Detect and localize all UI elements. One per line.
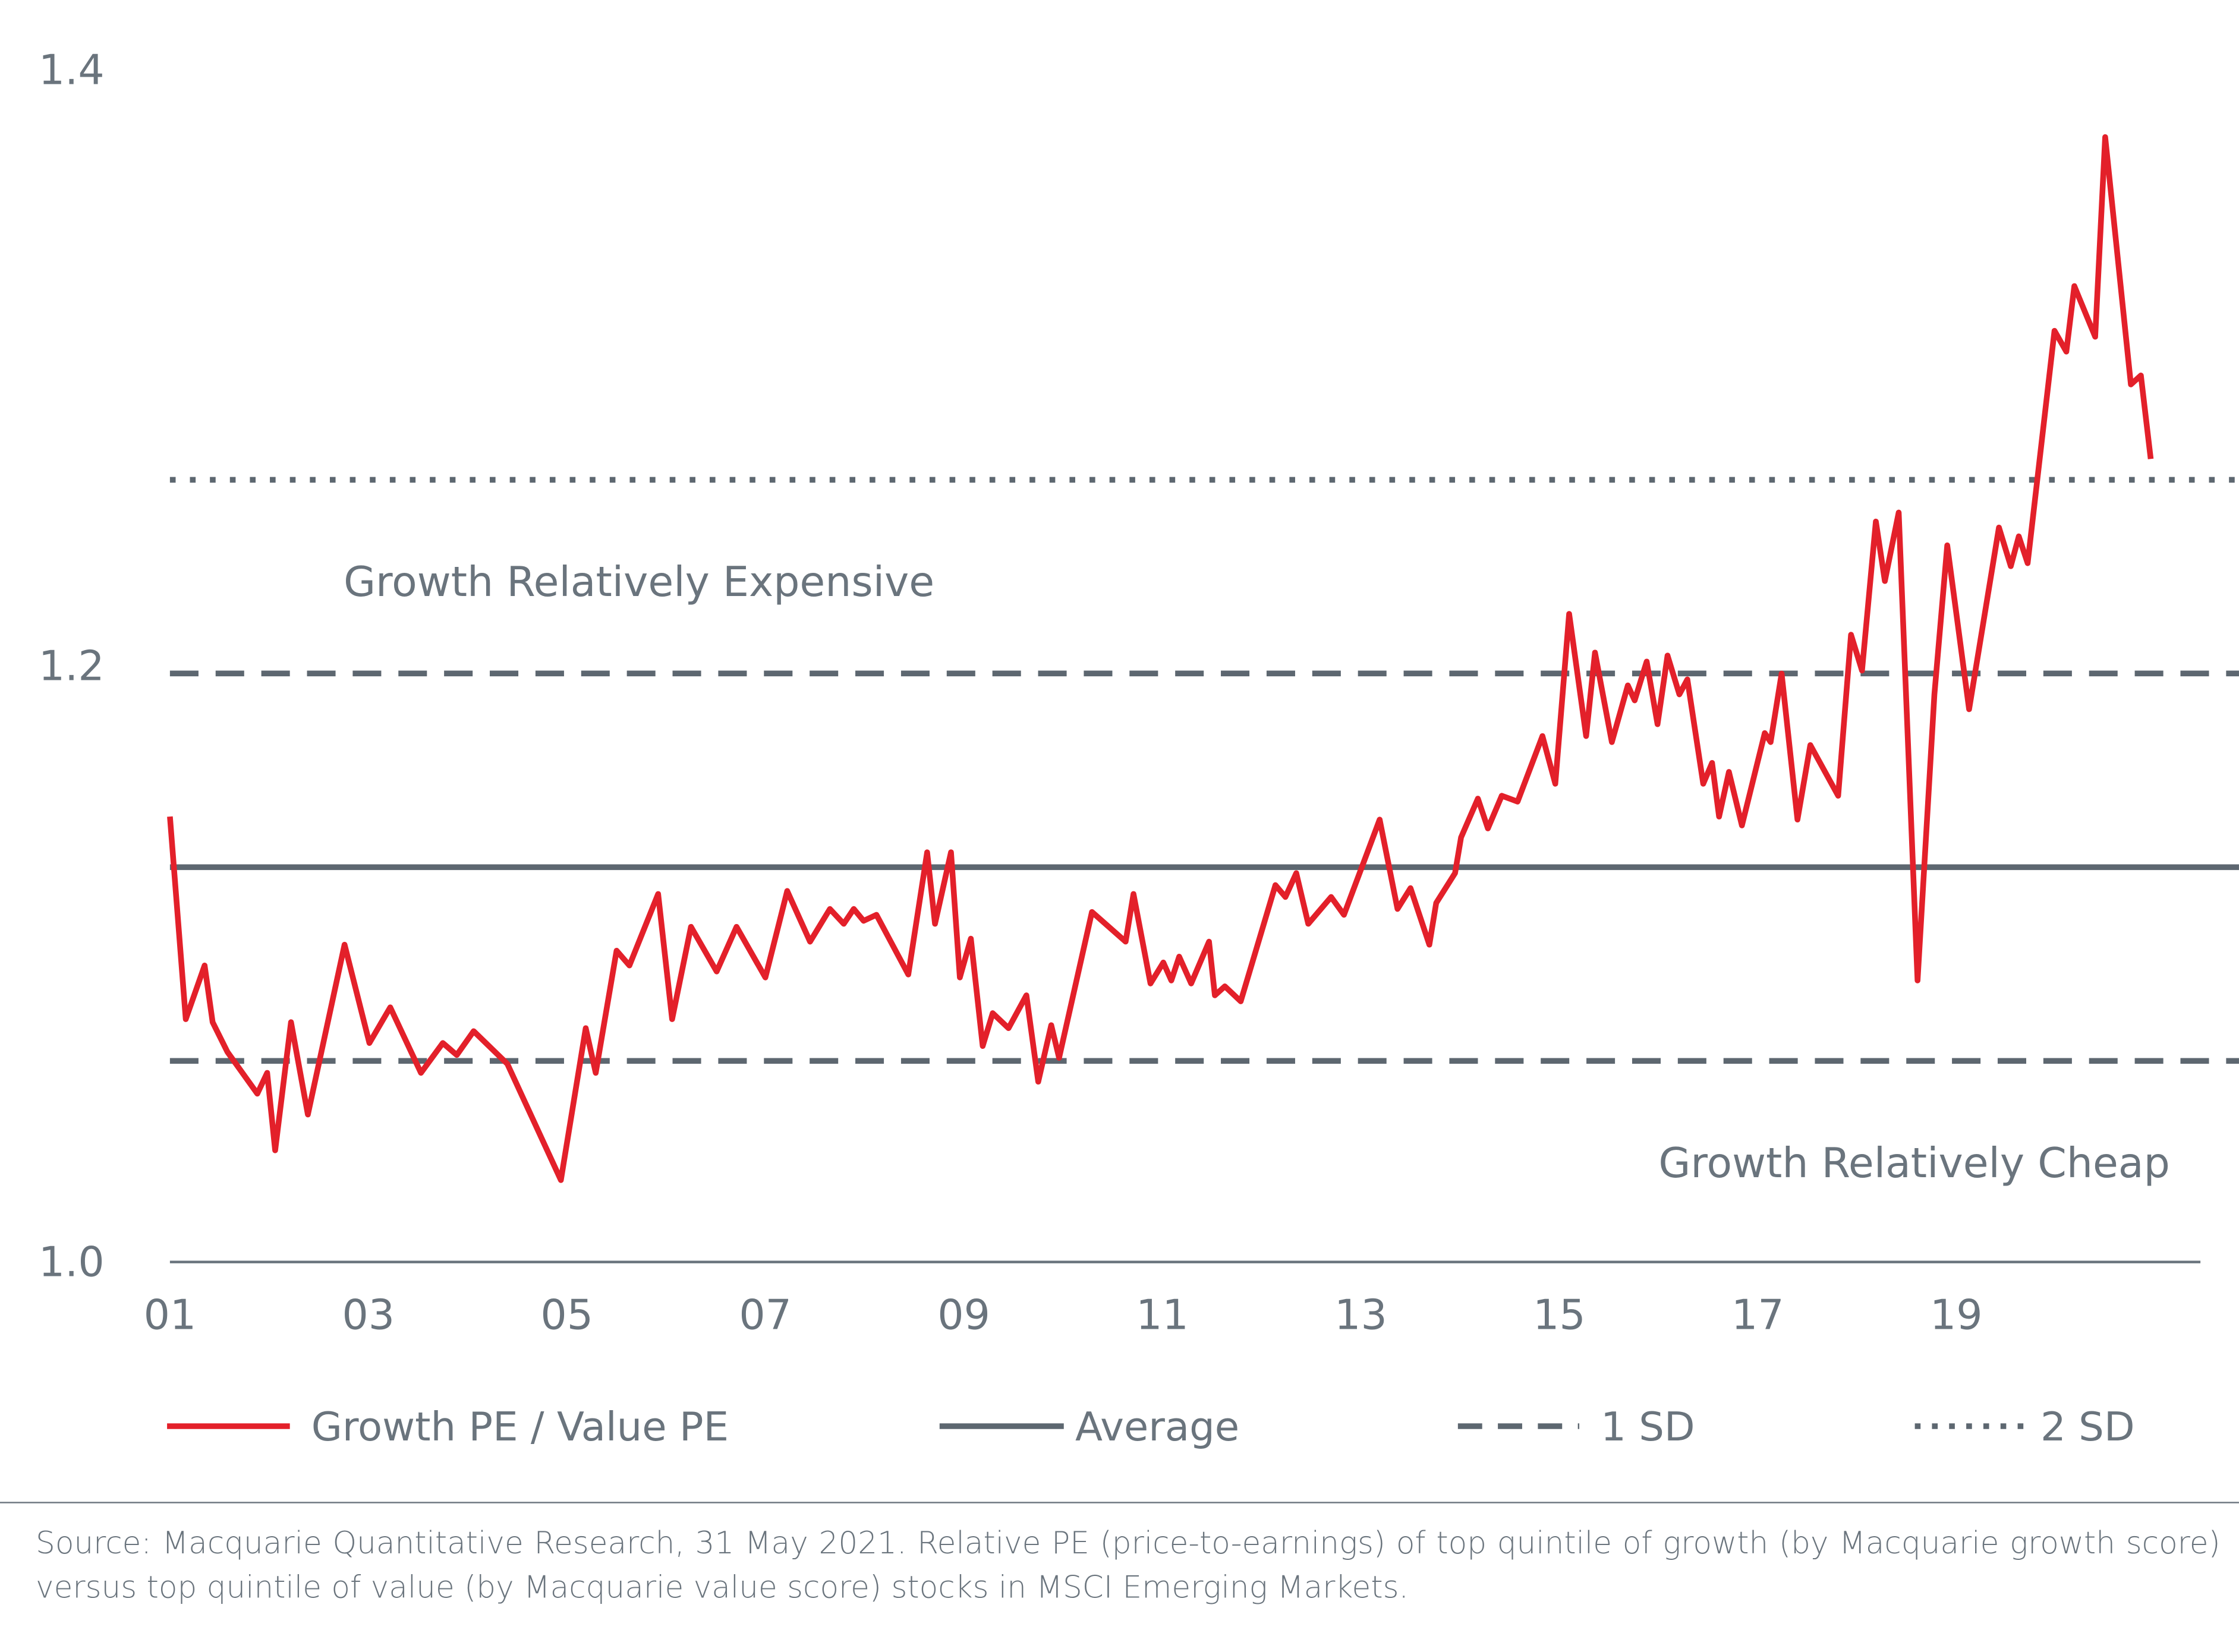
x-tick-label: 11 xyxy=(1136,1291,1189,1339)
x-tick-labels: 01 03 05 07 09 11 13 15 17 19 xyxy=(144,1291,1983,1339)
annotation-label: Growth Relatively Expensive xyxy=(344,558,934,606)
x-tick-label: 09 xyxy=(937,1291,990,1339)
legend-item-growth-pe-value-pe: Growth PE / Value PE xyxy=(167,1404,729,1450)
source-note: Source: Macquarie Quantitative Research,… xyxy=(36,1526,2221,1606)
x-tick-label: 03 xyxy=(342,1291,395,1339)
x-tick-label: 07 xyxy=(739,1291,792,1339)
legend-item-2sd: 2 SD xyxy=(1914,1404,2135,1450)
x-tick-label: 15 xyxy=(1533,1291,1586,1339)
y-tick-labels: 1.0 1.2 1.4 xyxy=(39,46,105,1287)
line-chart: 1.0 1.2 1.4 01 03 05 07 09 11 13 15 17 19 Growth Re… xyxy=(39,46,2239,1450)
x-tick-label: 13 xyxy=(1334,1291,1387,1339)
legend-label: 2 SD xyxy=(2040,1404,2135,1450)
reference-lines xyxy=(169,477,2239,1064)
legend-label: 1 SD xyxy=(1601,1404,1695,1450)
x-tick-label: 17 xyxy=(1731,1291,1784,1339)
x-tick-label: 05 xyxy=(540,1291,593,1339)
annotation-label: Growth Relatively Cheap xyxy=(1658,1139,2169,1187)
y-tick-label: 1.0 xyxy=(39,1238,105,1287)
series-line-growth-pe-value-pe xyxy=(167,134,2154,1183)
x-tick-label: 19 xyxy=(1930,1291,1983,1339)
x-tick-label: 01 xyxy=(144,1291,197,1339)
legend-label: Growth PE / Value PE xyxy=(311,1404,729,1450)
y-tick-label: 1.4 xyxy=(39,46,105,94)
footer-divider xyxy=(0,1502,2239,1503)
annotations: Growth Relatively Expensive Growth Relati… xyxy=(344,558,2170,1187)
legend-item-average: Average xyxy=(939,1404,1239,1450)
legend-item-1sd: 1 SD xyxy=(1457,1404,1695,1450)
y-tick-label: 1.2 xyxy=(39,642,105,691)
legend: Growth PE / Value PE Average 1 SD 2 SD xyxy=(167,1404,2135,1450)
legend-label: Average xyxy=(1075,1404,1239,1450)
